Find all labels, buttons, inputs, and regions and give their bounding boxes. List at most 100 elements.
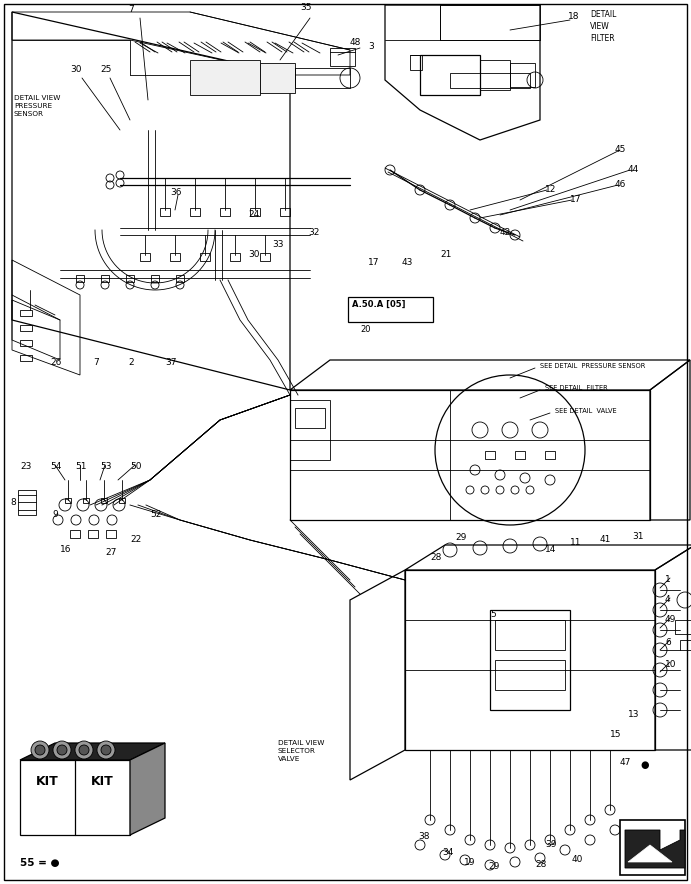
Bar [101,498,107,503]
Text: 2: 2 [128,358,133,367]
Text: 30: 30 [70,65,82,74]
Bar [490,610,570,710]
Bar [495,660,565,690]
Text: 46: 46 [615,180,626,189]
Bar [20,340,32,346]
Text: 4: 4 [665,595,671,604]
Text: 40: 40 [572,855,583,864]
Text: 34: 34 [442,848,453,857]
Text: 44: 44 [628,165,639,174]
Text: 18: 18 [568,12,580,21]
Text: 11: 11 [570,538,582,547]
Bar [190,60,260,95]
Text: 45: 45 [615,145,626,154]
Bar [200,253,210,261]
Text: KIT: KIT [36,775,58,788]
Text: 55 = ●: 55 = ● [20,858,59,868]
Text: 16: 16 [60,545,71,554]
Circle shape [57,745,67,755]
Text: 6: 6 [665,638,671,647]
Text: 52: 52 [150,510,162,519]
Text: 53: 53 [100,462,111,471]
Text: 47: 47 [620,758,632,767]
Bar [450,73,530,88]
Bar [76,275,84,282]
Text: KIT: KIT [91,775,113,788]
Text: 20: 20 [360,325,370,334]
Circle shape [97,741,115,759]
Text: 49: 49 [665,615,676,624]
Bar [250,208,260,216]
Text: 41: 41 [600,535,612,544]
Bar [119,498,125,503]
Text: 32: 32 [308,228,319,237]
Text: DETAIL VIEW
SELECTOR
VALVE: DETAIL VIEW SELECTOR VALVE [278,740,324,762]
Text: A.50.A [05]: A.50.A [05] [352,300,406,309]
Bar [18,490,36,515]
Bar [230,253,240,261]
Text: 25: 25 [100,65,111,74]
Text: 5: 5 [490,610,495,619]
Bar [170,253,180,261]
Text: 31: 31 [632,532,643,541]
Bar [295,68,350,88]
Text: DETAIL VIEW
PRESSURE
SENSOR: DETAIL VIEW PRESSURE SENSOR [14,95,60,117]
Text: 27: 27 [105,548,116,557]
Text: SEE DETAIL  VALVE: SEE DETAIL VALVE [555,408,616,414]
Bar [510,63,535,87]
Bar [260,63,295,93]
Bar [151,275,159,282]
Text: 1: 1 [665,575,671,584]
Bar [20,325,32,331]
Bar [545,451,555,459]
Text: 10: 10 [665,660,676,669]
Text: 35: 35 [300,3,312,12]
Bar [680,640,691,650]
Polygon shape [130,743,165,835]
Text: 39: 39 [545,840,556,849]
Bar [88,530,98,538]
Bar [620,820,685,875]
Text: SEE DETAIL  FILTER: SEE DETAIL FILTER [545,385,608,391]
Text: 15: 15 [610,730,621,739]
Polygon shape [20,760,130,835]
Text: 54: 54 [50,462,61,471]
Bar [220,208,230,216]
Text: 9: 9 [52,510,58,519]
Text: 33: 33 [272,240,283,249]
Bar [70,530,80,538]
Bar [126,275,134,282]
Bar [330,48,355,66]
Text: 13: 13 [628,710,639,719]
Bar [480,60,510,90]
Text: 30: 30 [248,250,260,259]
Bar [83,498,89,503]
Polygon shape [20,743,165,760]
Bar [260,253,270,261]
Bar [190,208,200,216]
Text: 36: 36 [170,188,182,197]
Text: 24: 24 [248,210,259,219]
Bar [20,355,32,361]
Text: DETAIL
VIEW
FILTER: DETAIL VIEW FILTER [590,10,616,42]
Text: 7: 7 [93,358,99,367]
Text: 21: 21 [440,250,451,259]
Text: 12: 12 [545,185,556,194]
Text: 28: 28 [430,553,442,562]
Circle shape [101,745,111,755]
Bar [420,55,480,95]
Bar [140,253,150,261]
Text: 28: 28 [535,860,547,869]
Polygon shape [628,845,672,862]
Circle shape [75,741,93,759]
Polygon shape [625,830,685,868]
Bar [485,451,495,459]
Bar [160,208,170,216]
Bar [106,530,116,538]
Text: ●: ● [640,760,648,770]
Text: 23: 23 [20,462,31,471]
Bar [295,408,325,428]
Text: 29: 29 [455,533,466,542]
Text: 8: 8 [10,498,16,507]
Text: 7: 7 [128,5,134,14]
